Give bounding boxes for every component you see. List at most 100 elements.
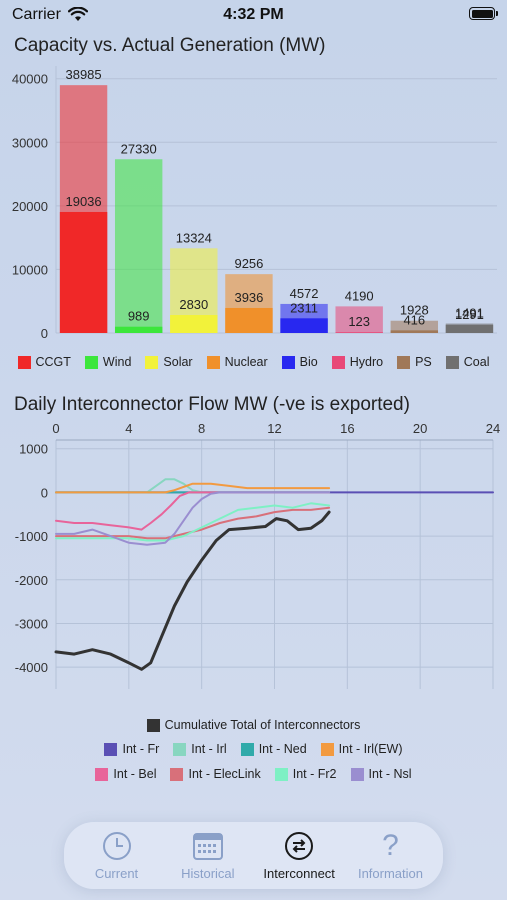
legend-swatch xyxy=(320,742,334,756)
legend-item: Nuclear xyxy=(206,355,268,369)
tab-information[interactable]: ? Information xyxy=(348,822,433,889)
actual-value-label: 19036 xyxy=(65,194,101,209)
y-tick-label: 0 xyxy=(41,326,48,341)
x-tick-label: 16 xyxy=(340,421,354,436)
series-line xyxy=(55,491,331,546)
legend-swatch xyxy=(104,742,118,756)
legend-item: Int - Bel xyxy=(95,767,156,781)
legend-item: Int - ElecLink xyxy=(170,767,261,781)
tab-historical-label: Historical xyxy=(181,866,235,881)
actual-value-label: 123 xyxy=(348,314,370,329)
legend-label: Cumulative Total of Interconnectors xyxy=(164,718,361,732)
x-tick-label: 20 xyxy=(413,421,427,436)
legend-item: Int - Fr2 xyxy=(274,767,337,781)
legend-item: Wind xyxy=(84,355,131,369)
legend-item: Coal xyxy=(445,355,490,369)
legend-swatch xyxy=(145,355,159,369)
legend-item: Int - Irl(EW) xyxy=(320,742,403,756)
legend-label: Int - Irl xyxy=(191,742,227,756)
tab-historical[interactable]: Historical xyxy=(165,822,250,889)
actual-bar xyxy=(114,326,163,333)
battery-icon xyxy=(469,7,498,20)
y-tick-label: -1000 xyxy=(15,529,48,544)
legend-item: PS xyxy=(397,355,432,369)
legend-swatch xyxy=(173,742,187,756)
capacity-value-label: 1491 xyxy=(455,306,484,321)
y-tick-label: -4000 xyxy=(15,660,48,675)
status-bar: Carrier 4:32 PM xyxy=(0,0,507,32)
actual-value-label: 2830 xyxy=(179,297,208,312)
capacity-value-label: 27330 xyxy=(121,141,157,156)
legend-item: Cumulative Total of Interconnectors xyxy=(146,718,361,732)
interconnector-legend-row-3: Int - Bel Int - ElecLink Int - Fr2 Int - Ns… xyxy=(0,767,507,781)
legend-label: PS xyxy=(415,355,432,369)
legend-swatch xyxy=(146,718,160,732)
y-tick-label: 1000 xyxy=(19,442,48,457)
capacity-bar xyxy=(390,320,439,333)
legend-item: Int - Irl xyxy=(173,742,227,756)
legend-label: Bio xyxy=(299,355,318,369)
x-tick-label: 0 xyxy=(52,421,59,436)
legend-item: Bio xyxy=(281,355,318,369)
legend-swatch xyxy=(397,355,411,369)
actual-value-label: 416 xyxy=(403,312,425,327)
legend-swatch xyxy=(84,355,98,369)
question-mark-icon: ? xyxy=(382,829,399,862)
x-tick-label: 24 xyxy=(486,421,500,436)
y-tick-label: -2000 xyxy=(15,573,48,588)
legend-swatch xyxy=(240,742,254,756)
actual-bar xyxy=(280,318,328,333)
capacity-value-label: 4572 xyxy=(290,286,319,301)
tab-information-label: Information xyxy=(357,866,423,881)
interconnector-chart-title: Daily Interconnector Flow MW (-ve is exp… xyxy=(14,394,410,415)
legend-label: Int - Nsl xyxy=(368,767,412,781)
capacity-value-label: 13324 xyxy=(176,230,212,245)
carrier-label: Carrier xyxy=(12,6,61,23)
legend-label: Hydro xyxy=(349,355,384,369)
legend-swatch xyxy=(274,767,288,781)
x-tick-label: 8 xyxy=(198,421,205,436)
legend-swatch xyxy=(170,767,184,781)
series-line xyxy=(55,502,331,542)
clock-icon xyxy=(102,830,132,862)
legend-item: Int - Ned xyxy=(240,742,307,756)
legend-label: Int - Fr xyxy=(122,742,160,756)
y-tick-label: 10000 xyxy=(12,262,48,277)
legend-swatch xyxy=(206,355,220,369)
status-time: 4:32 PM xyxy=(223,6,284,23)
legend-label: Nuclear xyxy=(224,355,268,369)
y-tick-label: 30000 xyxy=(12,135,48,150)
actual-bar xyxy=(335,332,383,333)
actual-bar xyxy=(445,324,494,333)
capacity-value-label: 1928 xyxy=(400,303,429,318)
legend-label: Int - Fr2 xyxy=(292,767,337,781)
exchange-arrows-icon xyxy=(284,830,314,862)
capacity-bar-chart: 0 10000 20000 30000 40000 38985 19036 27330 989 1… xyxy=(12,66,497,341)
legend-item: Int - Nsl xyxy=(350,767,412,781)
legend-swatch xyxy=(17,355,31,369)
legend-item: CCGT xyxy=(17,355,71,369)
tab-bar: Current Historical Interconnect ? Inform… xyxy=(64,822,443,889)
interconnector-legend-row-2: Int - Fr Int - Irl Int - Ned Int - Irl(EW) xyxy=(0,742,507,756)
tab-current[interactable]: Current xyxy=(74,822,159,889)
legend-item: Solar xyxy=(145,355,193,369)
legend-swatch xyxy=(350,767,364,781)
legend-label: Coal xyxy=(463,355,490,369)
interconnector-line-chart: 0 4 8 12 16 20 24 1000 0 -1000 -2000 -3000 -4000 xyxy=(15,421,500,689)
legend-item: Int - Fr xyxy=(104,742,159,756)
tab-interconnect[interactable]: Interconnect xyxy=(257,822,342,889)
legend-swatch xyxy=(445,355,459,369)
capacity-value-label: 9256 xyxy=(234,256,263,271)
capacity-bar xyxy=(114,159,163,333)
x-tick-label: 4 xyxy=(125,421,132,436)
legend-label: Int - ElecLink xyxy=(188,767,261,781)
y-tick-label: -3000 xyxy=(15,616,48,631)
y-tick-label: 20000 xyxy=(12,199,48,214)
tab-interconnect-label: Interconnect xyxy=(263,866,335,881)
calendar-icon xyxy=(192,830,223,862)
series-line xyxy=(55,478,331,494)
capacity-value-label: 38985 xyxy=(65,67,101,82)
actual-value-label: 2311 xyxy=(290,300,318,315)
y-tick-label: 0 xyxy=(41,485,48,500)
legend-label: Int - Irl(EW) xyxy=(338,742,403,756)
